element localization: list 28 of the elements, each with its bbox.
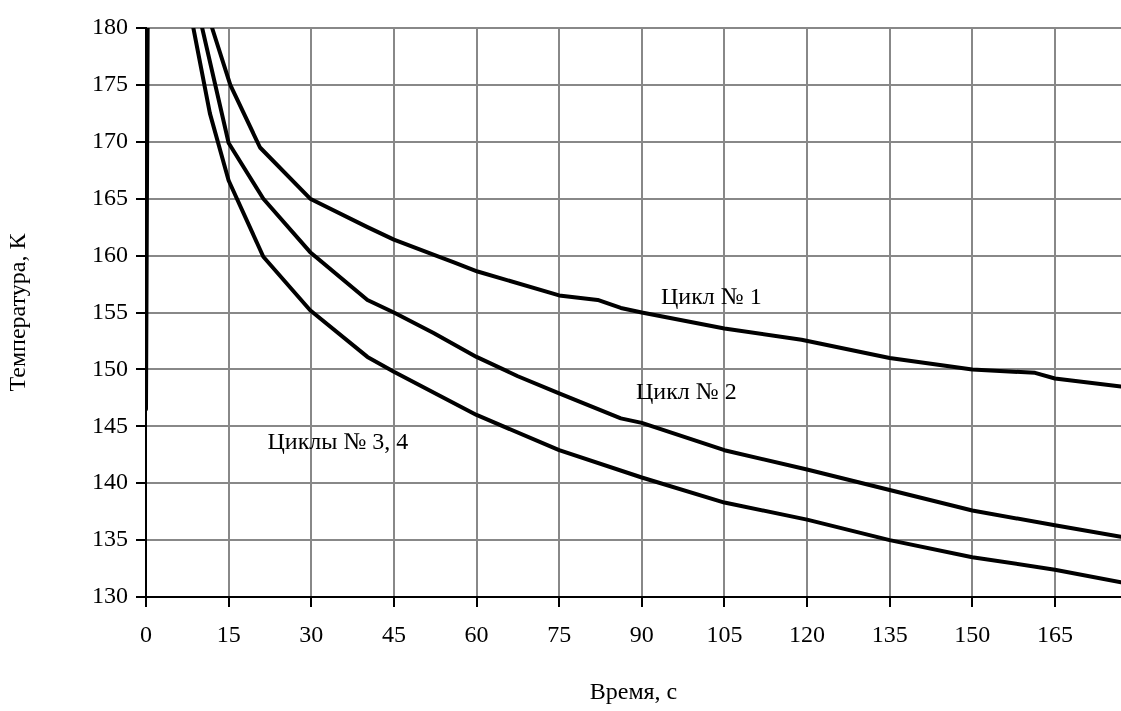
y-tick-label: 140: [92, 468, 128, 495]
x-tick-label: 15: [216, 620, 241, 647]
x-tick-label: 165: [1036, 620, 1073, 647]
x-tick-label: 30: [299, 620, 324, 647]
series-label: Циклы № 3, 4: [267, 427, 409, 454]
y-tick-label: 130: [92, 582, 128, 609]
x-tick-label: 60: [464, 620, 489, 647]
x-tick-label: 0: [140, 620, 152, 647]
y-tick-label: 150: [92, 354, 128, 381]
y-tick-label: 175: [92, 70, 128, 97]
y-tick-label: 170: [92, 127, 128, 154]
x-tick-label: 90: [629, 620, 654, 647]
y-tick-label: 135: [92, 525, 128, 552]
y-tick-label: 145: [92, 411, 128, 438]
series-label: Цикл № 2: [636, 378, 737, 405]
series-label: Цикл № 1: [661, 282, 762, 309]
y-axis-title: Температура, К: [3, 232, 30, 392]
x-tick-label: 105: [706, 620, 743, 647]
x-tick-label: 135: [871, 620, 908, 647]
x-tick-label: 120: [789, 620, 826, 647]
y-tick-label: 160: [92, 240, 128, 267]
y-tick-label: 180: [92, 13, 128, 40]
x-tick-label: 45: [381, 620, 406, 647]
x-tick-label: 75: [547, 620, 572, 647]
x-tick-label: 150: [954, 620, 991, 647]
y-tick-label: 155: [92, 297, 128, 324]
y-tick-label: 165: [92, 184, 128, 210]
x-axis-title: Время, с: [589, 677, 678, 704]
